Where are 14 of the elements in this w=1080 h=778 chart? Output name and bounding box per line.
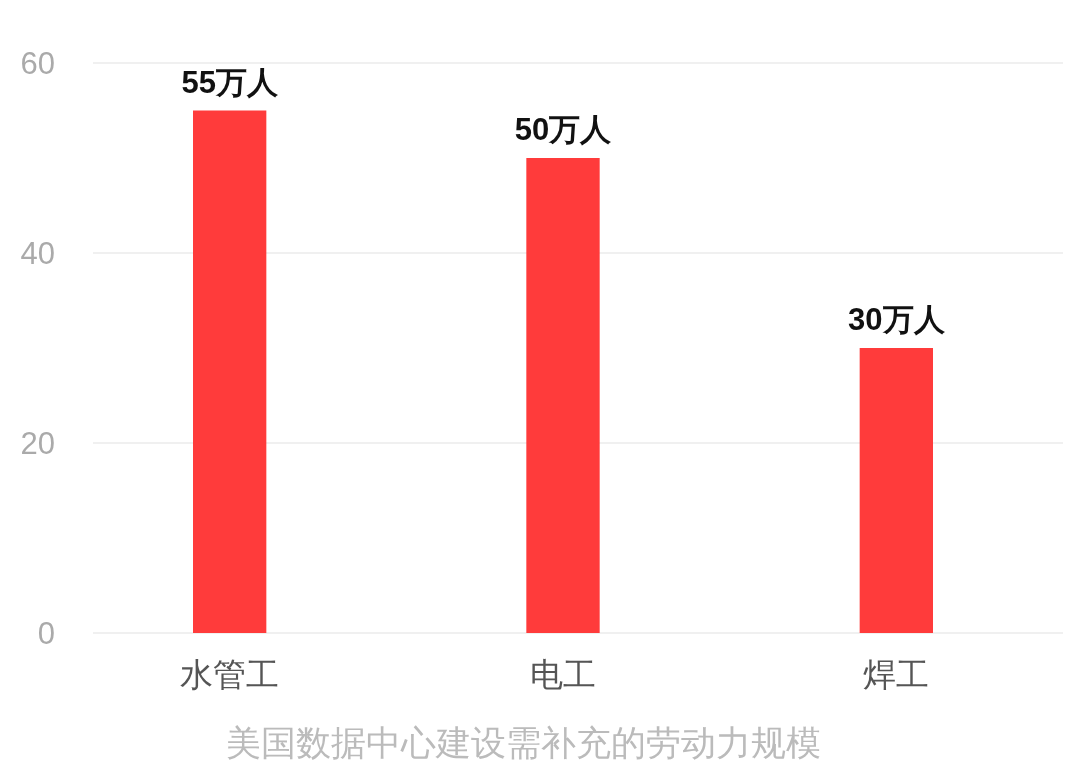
data-label: 50万人 <box>514 112 613 147</box>
data-label: 55万人 <box>181 64 279 100</box>
x-tick-label: 电工 <box>530 656 596 693</box>
y-tick-label: 0 <box>37 616 55 651</box>
y-tick-label: 60 <box>20 46 55 81</box>
y-tick-label: 20 <box>20 426 55 461</box>
bar <box>193 110 267 633</box>
y-tick-label: 40 <box>20 236 55 271</box>
x-tick-label: 水管工 <box>180 656 280 693</box>
bar <box>859 348 933 633</box>
x-tick-label: 焊工 <box>863 656 930 693</box>
x-axis-title: 美国数据中心建设需补充的劳动力规模 <box>225 723 821 762</box>
data-label: 30万人 <box>848 302 946 337</box>
bar <box>526 158 600 633</box>
